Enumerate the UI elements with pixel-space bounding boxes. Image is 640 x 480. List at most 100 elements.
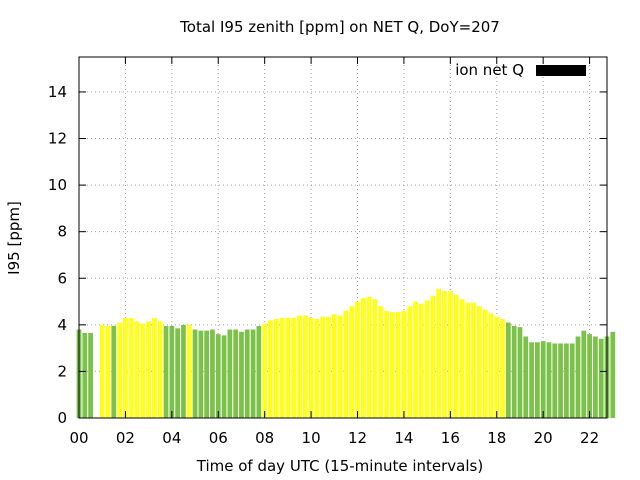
y-tick-label: 10 (48, 176, 67, 194)
bar (215, 334, 221, 418)
bar (273, 319, 279, 418)
bar (320, 316, 326, 418)
bar (598, 338, 604, 418)
bar (244, 329, 250, 418)
bar (88, 332, 93, 418)
bar (540, 341, 546, 418)
bar (285, 317, 291, 418)
bar (134, 321, 140, 418)
bar (558, 343, 563, 418)
bar (337, 315, 343, 418)
bar (552, 343, 558, 418)
bar (546, 342, 552, 418)
x-tick-label: 06 (209, 429, 228, 447)
bar (186, 324, 192, 418)
bar (297, 315, 302, 418)
bar (593, 336, 598, 418)
bar (181, 324, 186, 418)
bar (395, 312, 401, 418)
chart-title: Total I95 zenith [ppm] on NET Q, DoY=207 (179, 18, 500, 36)
bar (192, 329, 198, 418)
bar (221, 335, 227, 418)
bar (505, 322, 511, 418)
bar (372, 299, 378, 418)
bar (233, 329, 239, 418)
bar (314, 319, 320, 418)
bar (413, 301, 418, 418)
bar (146, 321, 152, 418)
bar (250, 329, 256, 418)
bar (384, 310, 389, 418)
bar (407, 306, 413, 418)
bar (436, 288, 442, 418)
y-tick-label: 2 (57, 362, 67, 380)
bar (360, 298, 366, 418)
bar (256, 326, 262, 418)
bar (291, 317, 297, 418)
bar (488, 313, 494, 418)
bar (476, 306, 482, 418)
bar (157, 321, 163, 418)
bar (459, 299, 465, 418)
bar (378, 306, 384, 418)
bar (355, 301, 360, 418)
x-tick-label: 08 (255, 429, 274, 447)
bar (564, 343, 569, 418)
x-tick-label: 20 (534, 429, 553, 447)
bars (76, 288, 616, 418)
y-tick-label: 4 (57, 316, 67, 334)
bar (424, 300, 430, 418)
bar (117, 322, 122, 418)
bar (401, 310, 407, 418)
bar (227, 329, 233, 418)
legend: ion net Q (455, 61, 586, 79)
bar (326, 316, 331, 418)
bar (587, 334, 592, 418)
x-tick-label: 02 (116, 429, 135, 447)
legend-swatch (536, 65, 586, 76)
y-tick-label: 0 (57, 409, 67, 427)
y-axis-label: I95 [ppm] (5, 201, 23, 275)
bar (447, 291, 453, 418)
bar (99, 324, 105, 418)
bar (128, 317, 134, 418)
bar (471, 302, 476, 418)
bar (482, 309, 488, 418)
bar (511, 326, 517, 418)
bar (308, 317, 314, 418)
y-tick-label: 6 (57, 269, 67, 287)
bar (569, 343, 575, 418)
bar (418, 303, 424, 418)
bar (140, 323, 146, 418)
bar (349, 306, 355, 418)
bar (175, 328, 181, 418)
bar (111, 326, 117, 418)
legend-label: ion net Q (455, 61, 524, 79)
bar (610, 331, 616, 418)
bar (517, 327, 523, 418)
bar (279, 317, 285, 418)
y-tick-label: 14 (48, 83, 67, 101)
x-tick-label: 14 (394, 429, 413, 447)
bar (534, 342, 540, 418)
bar (389, 312, 395, 418)
bar (163, 326, 169, 418)
bar (198, 330, 204, 418)
x-tick-label: 10 (302, 429, 321, 447)
bar (152, 317, 157, 418)
bar (204, 330, 210, 418)
bar (268, 320, 273, 418)
bar (105, 326, 111, 418)
x-tick-label: 12 (348, 429, 367, 447)
x-tick-label: 18 (487, 429, 506, 447)
y-tick-label: 12 (48, 130, 67, 148)
bar (123, 317, 128, 418)
bar (581, 330, 587, 418)
bar (343, 310, 349, 418)
bar (169, 326, 175, 418)
bar (523, 336, 529, 418)
x-tick-label: 22 (580, 429, 599, 447)
bar (442, 291, 447, 418)
bar (529, 342, 534, 418)
